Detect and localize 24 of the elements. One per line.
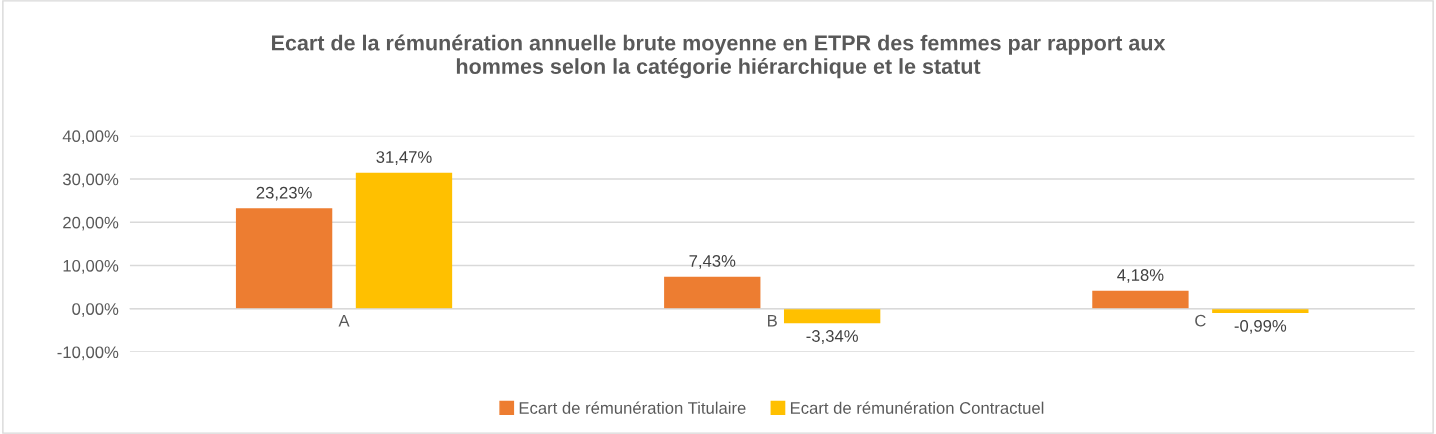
bar — [664, 276, 761, 309]
y-tick-label: 0,00% — [72, 303, 119, 317]
data-label: -3,34% — [806, 330, 858, 344]
bar — [1092, 290, 1189, 309]
bar — [783, 308, 881, 324]
y-tick-label: 20,00% — [63, 216, 119, 231]
x-tick-label: C — [1195, 314, 1206, 327]
y-tick-label: -10,00% — [57, 346, 119, 361]
data-label: 4,18% — [1117, 269, 1164, 283]
legend-label: Ecart de rémunération Contractuel — [790, 401, 1044, 414]
data-label: 7,43% — [689, 255, 736, 269]
data-label: -0,99% — [1234, 319, 1287, 334]
bar — [235, 208, 333, 309]
y-tick-label: 30,00% — [62, 173, 119, 188]
legend-label: Ecart de rémunération Titulaire — [519, 401, 746, 414]
bar — [1212, 308, 1309, 314]
y-tick-label: 40,00% — [62, 130, 119, 145]
y-tick-label: 10,00% — [63, 259, 119, 274]
bar — [355, 172, 453, 309]
chart-title: Ecart de la rémunération annuelle brute moyenne en ETPR des femmes par rapport aux hommes selon la catégorie hiérarchique et le statut — [272, 34, 1166, 79]
x-tick-label: A — [338, 314, 350, 327]
x-tick-label: B — [768, 314, 777, 327]
data-label: 23,23% — [256, 186, 312, 201]
data-label: 31,47% — [376, 151, 432, 165]
